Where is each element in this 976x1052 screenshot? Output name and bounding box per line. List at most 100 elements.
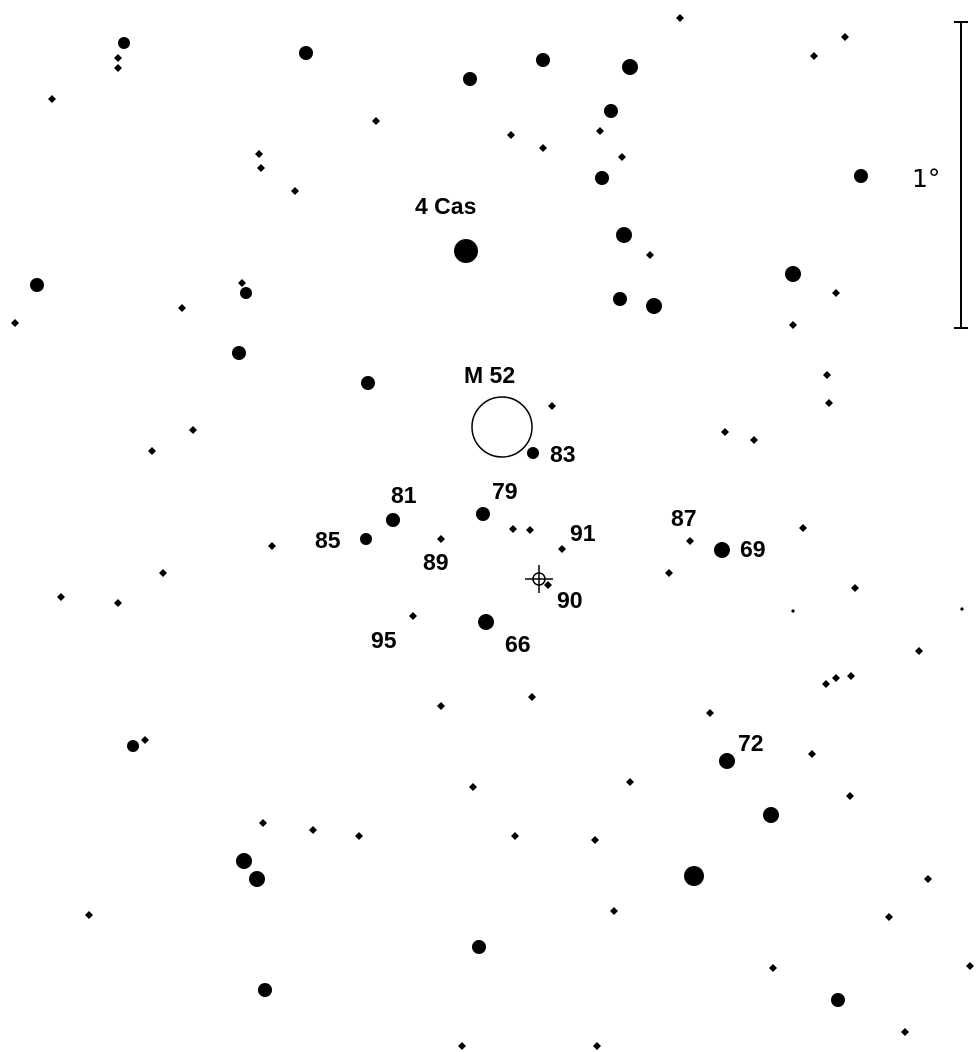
star-small bbox=[721, 428, 729, 436]
star-dot bbox=[831, 993, 845, 1007]
star-small bbox=[355, 832, 363, 840]
star-dot bbox=[616, 227, 632, 243]
star-dot bbox=[249, 871, 265, 887]
star-small bbox=[823, 371, 831, 379]
star-small bbox=[257, 164, 265, 172]
star-dot bbox=[714, 542, 730, 558]
m52-cluster-circle bbox=[471, 396, 533, 458]
label-star-91: 91 bbox=[570, 520, 596, 546]
star-dot bbox=[472, 940, 486, 954]
star-small bbox=[507, 131, 515, 139]
star-small bbox=[686, 537, 694, 545]
star-dot bbox=[763, 807, 779, 823]
star-dot bbox=[454, 239, 478, 263]
star-dot bbox=[127, 740, 139, 752]
star-dot bbox=[719, 753, 735, 769]
star-small bbox=[309, 826, 317, 834]
target-crosshair-icon bbox=[525, 565, 553, 593]
star-dot bbox=[258, 983, 272, 997]
star-small bbox=[148, 447, 156, 455]
star-small bbox=[924, 875, 932, 883]
scale-bar bbox=[954, 21, 968, 329]
star-small bbox=[114, 599, 122, 607]
star-small bbox=[808, 750, 816, 758]
star-small bbox=[509, 525, 517, 533]
star-dot bbox=[463, 72, 477, 86]
star-dot bbox=[240, 287, 252, 299]
star-dot bbox=[595, 171, 609, 185]
star-dot bbox=[478, 614, 494, 630]
star-small bbox=[626, 778, 634, 786]
star-small bbox=[437, 535, 445, 543]
star-dot bbox=[854, 169, 868, 183]
star-small bbox=[291, 187, 299, 195]
star-small bbox=[665, 569, 673, 577]
star-small bbox=[528, 693, 536, 701]
star-small bbox=[48, 95, 56, 103]
star-small bbox=[159, 569, 167, 577]
star-small bbox=[825, 399, 833, 407]
star-small bbox=[915, 647, 923, 655]
star-faint bbox=[791, 609, 795, 613]
star-small bbox=[558, 545, 566, 553]
label-star-87: 87 bbox=[671, 505, 697, 531]
star-small bbox=[539, 144, 547, 152]
star-small bbox=[646, 251, 654, 259]
star-small bbox=[469, 783, 477, 791]
label-star-85: 85 bbox=[315, 527, 341, 553]
star-small bbox=[114, 54, 122, 62]
star-dot bbox=[604, 104, 618, 118]
star-small bbox=[372, 117, 380, 125]
label-star-89: 89 bbox=[423, 549, 449, 575]
star-small bbox=[458, 1042, 466, 1050]
star-dot bbox=[536, 53, 550, 67]
star-small bbox=[810, 52, 818, 60]
star-small bbox=[901, 1028, 909, 1036]
star-field bbox=[11, 14, 974, 1050]
label-star-83: 83 bbox=[550, 441, 576, 467]
label-4-cas: 4 Cas bbox=[415, 193, 476, 219]
star-dot bbox=[476, 507, 490, 521]
star-dot bbox=[232, 346, 246, 360]
star-dot bbox=[613, 292, 627, 306]
star-small bbox=[85, 911, 93, 919]
star-small bbox=[769, 964, 777, 972]
star-small bbox=[846, 792, 854, 800]
star-small bbox=[706, 709, 714, 717]
star-faint bbox=[960, 607, 964, 611]
star-small bbox=[141, 736, 149, 744]
star-small bbox=[57, 593, 65, 601]
star-small bbox=[114, 64, 122, 72]
star-dot bbox=[386, 513, 400, 527]
star-small bbox=[750, 436, 758, 444]
label-m52: M 52 bbox=[464, 362, 515, 388]
star-dot bbox=[684, 866, 704, 886]
star-small bbox=[189, 426, 197, 434]
label-star-90: 90 bbox=[557, 587, 583, 613]
star-small bbox=[511, 832, 519, 840]
star-small bbox=[591, 836, 599, 844]
star-small bbox=[593, 1042, 601, 1050]
star-dot bbox=[30, 278, 44, 292]
star-small bbox=[268, 542, 276, 550]
star-dot bbox=[236, 853, 252, 869]
star-small bbox=[832, 674, 840, 682]
star-small bbox=[966, 962, 974, 970]
star-small bbox=[255, 150, 263, 158]
star-small bbox=[544, 581, 552, 589]
label-star-95: 95 bbox=[371, 627, 397, 653]
label-star-79: 79 bbox=[492, 478, 518, 504]
star-small bbox=[548, 402, 556, 410]
label-star-66: 66 bbox=[505, 631, 531, 657]
star-small bbox=[885, 913, 893, 921]
star-small bbox=[789, 321, 797, 329]
star-small bbox=[832, 289, 840, 297]
star-small bbox=[676, 14, 684, 22]
star-dot bbox=[785, 266, 801, 282]
star-small bbox=[596, 127, 604, 135]
star-small bbox=[526, 526, 534, 534]
label-star-69: 69 bbox=[740, 536, 766, 562]
star-dot bbox=[622, 59, 638, 75]
star-small bbox=[618, 153, 626, 161]
